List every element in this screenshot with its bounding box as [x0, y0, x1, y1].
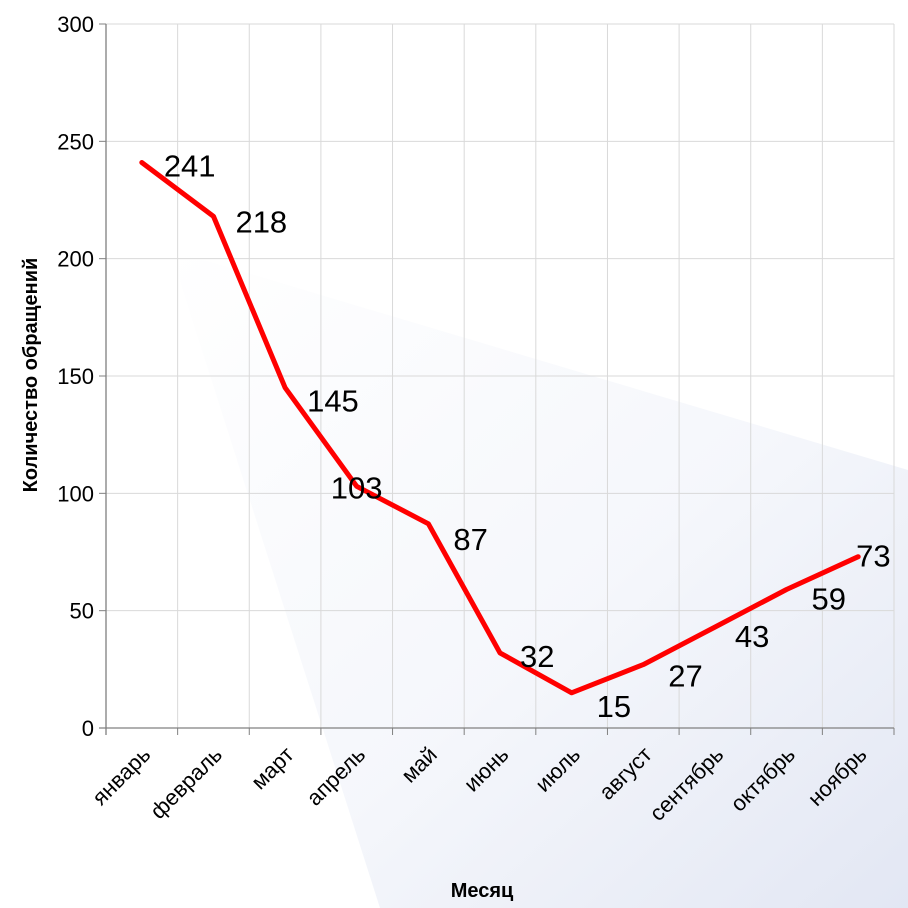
data-label: 32 — [520, 639, 554, 674]
y-tick-label: 300 — [57, 12, 94, 37]
data-label: 73 — [856, 539, 890, 574]
axes — [99, 24, 894, 735]
data-labels: 241 218 145 103 87 32 15 27 43 59 73 — [164, 148, 891, 723]
data-label: 27 — [668, 659, 702, 694]
series-group — [139, 160, 861, 696]
y-tick-label: 250 — [57, 129, 94, 154]
y-axis-ticks: 0 50 100 150 200 250 300 — [57, 12, 106, 741]
data-label: 103 — [331, 470, 383, 505]
data-label: 43 — [735, 619, 769, 654]
y-tick-label: 50 — [70, 599, 94, 624]
x-axis-title: Месяц — [451, 880, 514, 902]
data-label: 241 — [164, 148, 216, 183]
data-label: 218 — [235, 204, 287, 239]
y-tick-label: 100 — [57, 481, 94, 506]
data-label: 59 — [812, 582, 846, 617]
y-tick-label: 0 — [82, 716, 94, 741]
series-line — [139, 160, 861, 696]
data-label: 15 — [597, 689, 631, 724]
y-axis-title: Количество обращений — [20, 258, 42, 493]
y-tick-label: 200 — [57, 247, 94, 272]
data-label: 145 — [307, 384, 359, 419]
gridlines — [106, 23, 895, 728]
data-label: 87 — [453, 522, 487, 557]
y-tick-label: 150 — [57, 364, 94, 389]
